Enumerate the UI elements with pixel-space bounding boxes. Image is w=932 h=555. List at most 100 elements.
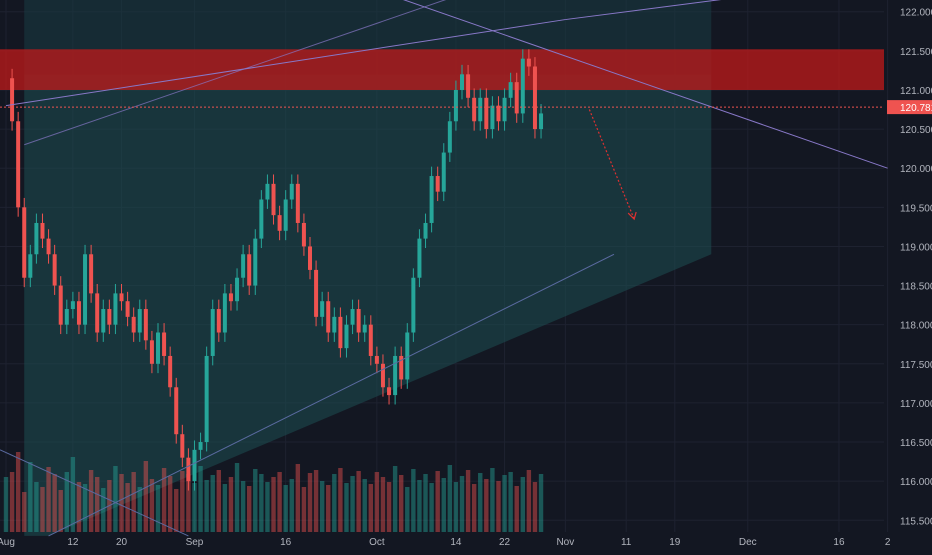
volume-bar [405, 487, 410, 532]
candle-body [429, 176, 434, 223]
volume-bar [119, 474, 124, 532]
candle-body [265, 183, 270, 200]
volume-bar [532, 482, 538, 532]
candle-body [222, 293, 227, 333]
volume-bar [28, 462, 33, 532]
candle-body [496, 105, 501, 122]
candle-body [532, 66, 537, 130]
y-axis-tick-label: 120.500 [900, 125, 932, 136]
candle-body [149, 340, 154, 364]
volume-bar [417, 480, 422, 532]
volume-bar [234, 463, 240, 532]
volume-bar [520, 477, 525, 532]
x-axis-tick-label: 2 [885, 537, 891, 548]
volume-bar [441, 478, 446, 532]
candle-body [58, 285, 63, 325]
volume-bar [149, 479, 155, 532]
volume-bar [411, 469, 416, 532]
volume-bar [186, 474, 191, 532]
volume-bar [526, 470, 532, 532]
candle-body [247, 254, 252, 286]
x-axis-tick-label: 14 [450, 537, 462, 548]
volume-bar [34, 482, 39, 532]
candle-body [478, 97, 483, 122]
candle-body [192, 449, 197, 482]
candle-body [490, 105, 495, 130]
candle-body [423, 222, 428, 239]
volume-bar [240, 481, 246, 532]
x-axis-tick-label: 19 [669, 537, 681, 548]
candle-body [119, 293, 124, 302]
volume-bar [40, 487, 45, 532]
projection-arrow-head [627, 211, 637, 221]
volume-bar [64, 472, 69, 532]
channel-lower-left-line [0, 449, 189, 537]
x-axis-tick-label: Dec [739, 537, 757, 548]
candle-body [253, 238, 258, 286]
volume-bar [392, 466, 398, 532]
candle-body [107, 309, 112, 325]
candle-body [64, 309, 69, 325]
volume-bar [70, 457, 76, 532]
candle-body [514, 82, 519, 114]
candle-body [16, 121, 21, 208]
x-axis-tick-label: 16 [280, 537, 292, 548]
volume-bar [277, 472, 282, 532]
candle-body [289, 183, 294, 200]
candle-body [156, 332, 160, 364]
volume-bar [484, 479, 489, 532]
volume-bar [289, 479, 294, 532]
volume-bar [216, 470, 221, 532]
candle-body [28, 254, 33, 278]
volume-bar [9, 472, 15, 532]
candle-body [10, 78, 15, 122]
y-axis-tick-label: 117.000 [900, 399, 932, 410]
candle-body [308, 246, 312, 270]
y-axis-tick-label: 118.500 [900, 282, 932, 293]
y-axis-tick-label: 115.500 [900, 516, 932, 527]
channel-upper-trendline [5, 19, 566, 107]
candle-body [399, 355, 404, 380]
price-tag [887, 100, 932, 115]
channel-shading [24, 74, 712, 536]
channel-top-trendline [24, 0, 447, 146]
candle-body [502, 97, 507, 122]
x-axis-tick-label: Nov [556, 537, 574, 548]
x-axis-tick-label: 12 [67, 537, 79, 548]
volume-bar [313, 470, 319, 532]
volume-bar [180, 471, 185, 532]
candle-body [435, 176, 440, 192]
volume-bar [271, 477, 276, 532]
y-axis-tick-label: 122.000 [900, 8, 932, 19]
volume-bar [101, 488, 106, 532]
volume-bar [52, 474, 57, 532]
volume-bar [368, 484, 373, 532]
candle-body [484, 97, 489, 130]
volume-bar [338, 468, 343, 532]
y-axis-tick-label: 118.000 [900, 321, 932, 332]
volume-bar [471, 484, 477, 532]
volume-bar [46, 467, 51, 532]
candle-body [526, 58, 531, 67]
y-axis-tick-label: 116.000 [900, 477, 932, 488]
volume-bar [143, 461, 149, 532]
volume-bar [459, 476, 465, 532]
resistance-zone [0, 49, 884, 90]
volume-bar [350, 476, 355, 532]
volume-bar [490, 468, 495, 532]
candle-body [314, 269, 319, 317]
candle-body [411, 277, 416, 333]
candle-body [235, 277, 240, 302]
volume-bar [131, 472, 136, 532]
volume-bar [15, 452, 21, 532]
volume-bar [319, 481, 325, 532]
volume-bar [222, 484, 228, 532]
candle-body [95, 293, 100, 333]
candle-body [52, 254, 57, 286]
candle-body [332, 316, 337, 333]
volume-bar [155, 485, 161, 532]
x-axis-tick-label: 11 [621, 537, 632, 548]
price-tag-label: 120.781 [900, 103, 932, 114]
